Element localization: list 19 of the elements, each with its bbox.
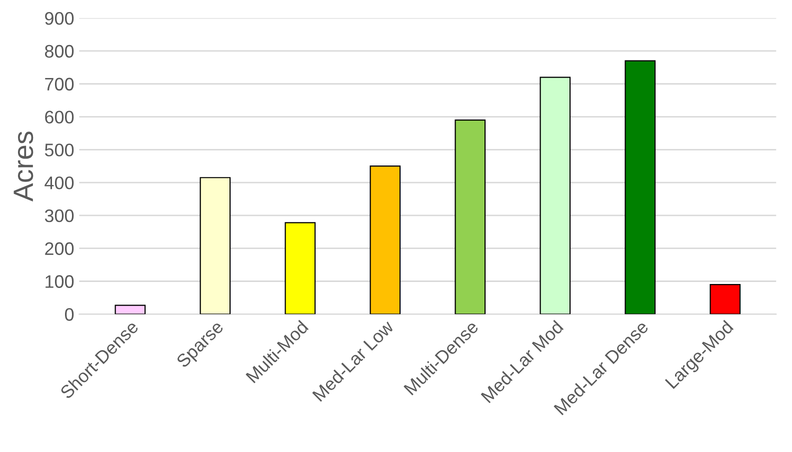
y-tick-label: 300: [44, 209, 74, 222]
bar: [114, 304, 146, 314]
bar: [710, 284, 741, 314]
y-tick-label: 600: [45, 110, 74, 124]
bar: [200, 177, 231, 314]
y-tick-label: 900: [45, 12, 74, 25]
bar: [284, 222, 316, 314]
y-tick-label: 500: [44, 144, 74, 156]
y-axis-title: Acres: [14, 132, 34, 202]
bar: [454, 120, 486, 314]
y-tick-label: 400: [44, 176, 74, 190]
y-tick-label: 700: [45, 78, 74, 91]
bar: [540, 76, 571, 314]
bar: [370, 166, 401, 314]
y-tick-label: 200: [45, 242, 74, 256]
y-tick-label: 800: [45, 44, 74, 58]
y-tick-label: 100: [46, 275, 74, 288]
y-tick-label: 0: [65, 308, 74, 321]
bar: [624, 60, 656, 314]
